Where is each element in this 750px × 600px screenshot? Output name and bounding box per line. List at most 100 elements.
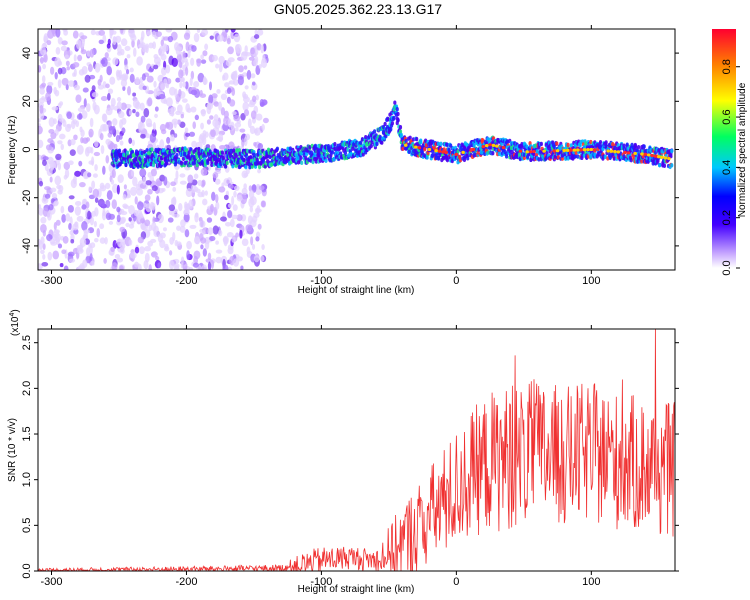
- spectrogram-peak-cell: [572, 148, 577, 152]
- spectrogram-noise-cell: [128, 205, 135, 215]
- spectrogram-noise-cell: [56, 184, 62, 190]
- spectrogram-noise-cell: [190, 89, 198, 96]
- spectrogram-noise-cell: [180, 113, 184, 119]
- spectrogram-noise-cell: [204, 190, 208, 196]
- spectrogram-noise-cell: [233, 185, 240, 191]
- spectrogram-ridge-cell: [613, 145, 617, 150]
- spectrogram-noise-cell: [149, 132, 156, 143]
- spectrogram-noise-cell: [47, 81, 54, 87]
- spectrogram-noise-cell: [128, 109, 132, 116]
- spectrogram-peak-cell: [484, 144, 489, 148]
- spectrogram-noise-cell: [139, 102, 145, 111]
- colorbar-ticks: 0.0 0.2 0.4 0.6 0.8: [721, 59, 740, 276]
- spectrogram-noise-cell: [91, 210, 96, 217]
- spectrogram-noise-cell: [257, 29, 264, 36]
- spectrogram-ridge-cell: [396, 118, 400, 123]
- spectrogram-noise-cell: [116, 101, 123, 110]
- spectrogram-noise-cell: [173, 133, 178, 138]
- spectrogram-noise-cell: [209, 236, 216, 242]
- spectrogram-noise-cell: [226, 232, 234, 238]
- spectrogram-noise-cell: [202, 50, 208, 57]
- spectrogram-noise-cell: [138, 125, 142, 133]
- spectrogram-ridge-cell: [670, 148, 674, 154]
- spectrogram-peak-cell: [495, 144, 499, 148]
- spectrogram-ridge-cell: [407, 149, 412, 155]
- spectrogram-noise-cell: [168, 210, 173, 216]
- spectrogram-noise-cell: [206, 102, 213, 110]
- spectrogram-noise-cell: [76, 39, 82, 50]
- spectrogram-noise-cell: [147, 172, 152, 178]
- spectrogram-noise-cell: [115, 134, 120, 143]
- spectrogram-noise-cell: [218, 144, 226, 150]
- spectrogram-ridge-cell: [162, 148, 166, 153]
- x-tick-label: 100: [582, 576, 600, 588]
- spectrogram-noise-cell: [217, 34, 224, 42]
- spectrogram-noise-cell: [200, 244, 204, 250]
- spectrogram-noise-cell: [192, 262, 200, 268]
- spectrogram-noise-cell: [119, 265, 124, 270]
- spectrogram-noise-cell: [100, 144, 105, 155]
- spectrogram-noise-cell: [201, 29, 209, 36]
- spectrogram-ridge-cell: [566, 156, 570, 161]
- spectrogram-ridge-cell: [225, 160, 229, 166]
- spectrogram-noise-cell: [233, 190, 237, 198]
- spectrogram-noise-cell: [205, 258, 212, 263]
- spectrogram-noise-cell: [68, 258, 76, 263]
- colorbar-tick-label: 0.8: [721, 59, 733, 74]
- spectrogram-peak-cell: [613, 150, 617, 154]
- spectrogram-noise-cell: [168, 204, 176, 212]
- spectrogram-noise-cell: [153, 80, 157, 88]
- spectrogram-noise-cell: [215, 194, 219, 203]
- spectrogram-noise-cell: [197, 72, 205, 83]
- spectrogram-noise-cell: [230, 29, 236, 33]
- spectrogram-ridge-cell: [329, 153, 333, 158]
- spectrogram-ridge-cell: [195, 162, 199, 168]
- spectrogram-peak-cell: [444, 150, 449, 155]
- spectrogram-noise-cell: [102, 113, 108, 123]
- spectrogram-noise-cell: [76, 144, 84, 155]
- spectrogram-peak-cell: [414, 145, 418, 149]
- spectrogram-noise-cell: [91, 156, 95, 167]
- spectrogram-noise-cell: [74, 201, 82, 206]
- spectrogram-noise-cell: [76, 215, 84, 222]
- spectrogram-ridge-cell: [289, 159, 293, 165]
- spectrogram-noise-cell: [61, 40, 68, 46]
- spectrogram-ridge-cell: [389, 127, 393, 132]
- spectrogram-ridge-cell: [658, 163, 662, 168]
- spectrogram-noise-cell: [245, 224, 253, 232]
- spectrogram-noise-cell: [182, 261, 188, 270]
- spectrogram-noise-cell: [230, 30, 235, 40]
- spectrogram-noise-cell: [220, 216, 227, 222]
- spectrogram-noise-cell: [244, 85, 249, 90]
- spectrogram-noise-cell: [92, 173, 98, 178]
- spectrogram-noise-cell: [153, 88, 158, 98]
- y-tick-label: 1.0: [21, 472, 33, 487]
- spectrogram-noise-cell: [94, 164, 98, 172]
- spectrogram-noise-cell: [115, 69, 121, 78]
- spectrogram-ridge-cell: [569, 143, 573, 148]
- spectrogram-noise-cell: [227, 118, 232, 128]
- spectrogram-ridge-cell: [233, 152, 237, 157]
- spectrogram-noise-cell: [224, 221, 232, 227]
- spectrogram-ridge-cell: [392, 115, 396, 121]
- spectrogram-noise-cell: [66, 111, 72, 119]
- spectrogram-noise-cell: [106, 190, 113, 201]
- spectrogram-noise-cell: [80, 35, 88, 40]
- spectrogram-noise-cell: [165, 29, 173, 33]
- spectrogram-noise-cell: [94, 197, 99, 203]
- spectrogram-noise-cell: [102, 165, 106, 175]
- spectrogram-noise-cell: [62, 236, 69, 244]
- spectrogram-ridge-cell: [117, 148, 122, 154]
- spectrogram-noise-cell: [200, 59, 207, 64]
- spectrogram-noise-cell: [90, 29, 96, 36]
- spectrogram-noise-cell: [235, 232, 240, 238]
- spectrogram-noise-cell: [225, 29, 229, 33]
- spectrogram-peak-cell: [663, 156, 668, 160]
- spectrogram-noise-cell: [121, 127, 126, 134]
- spectrogram-noise-cell: [227, 247, 234, 255]
- spectrogram-noise-cell: [107, 38, 111, 46]
- spectrogram-peak-cell: [552, 149, 557, 153]
- spectrogram-noise-cell: [225, 59, 232, 67]
- spectrogram-y-label: Frequency (Hz): [7, 116, 18, 185]
